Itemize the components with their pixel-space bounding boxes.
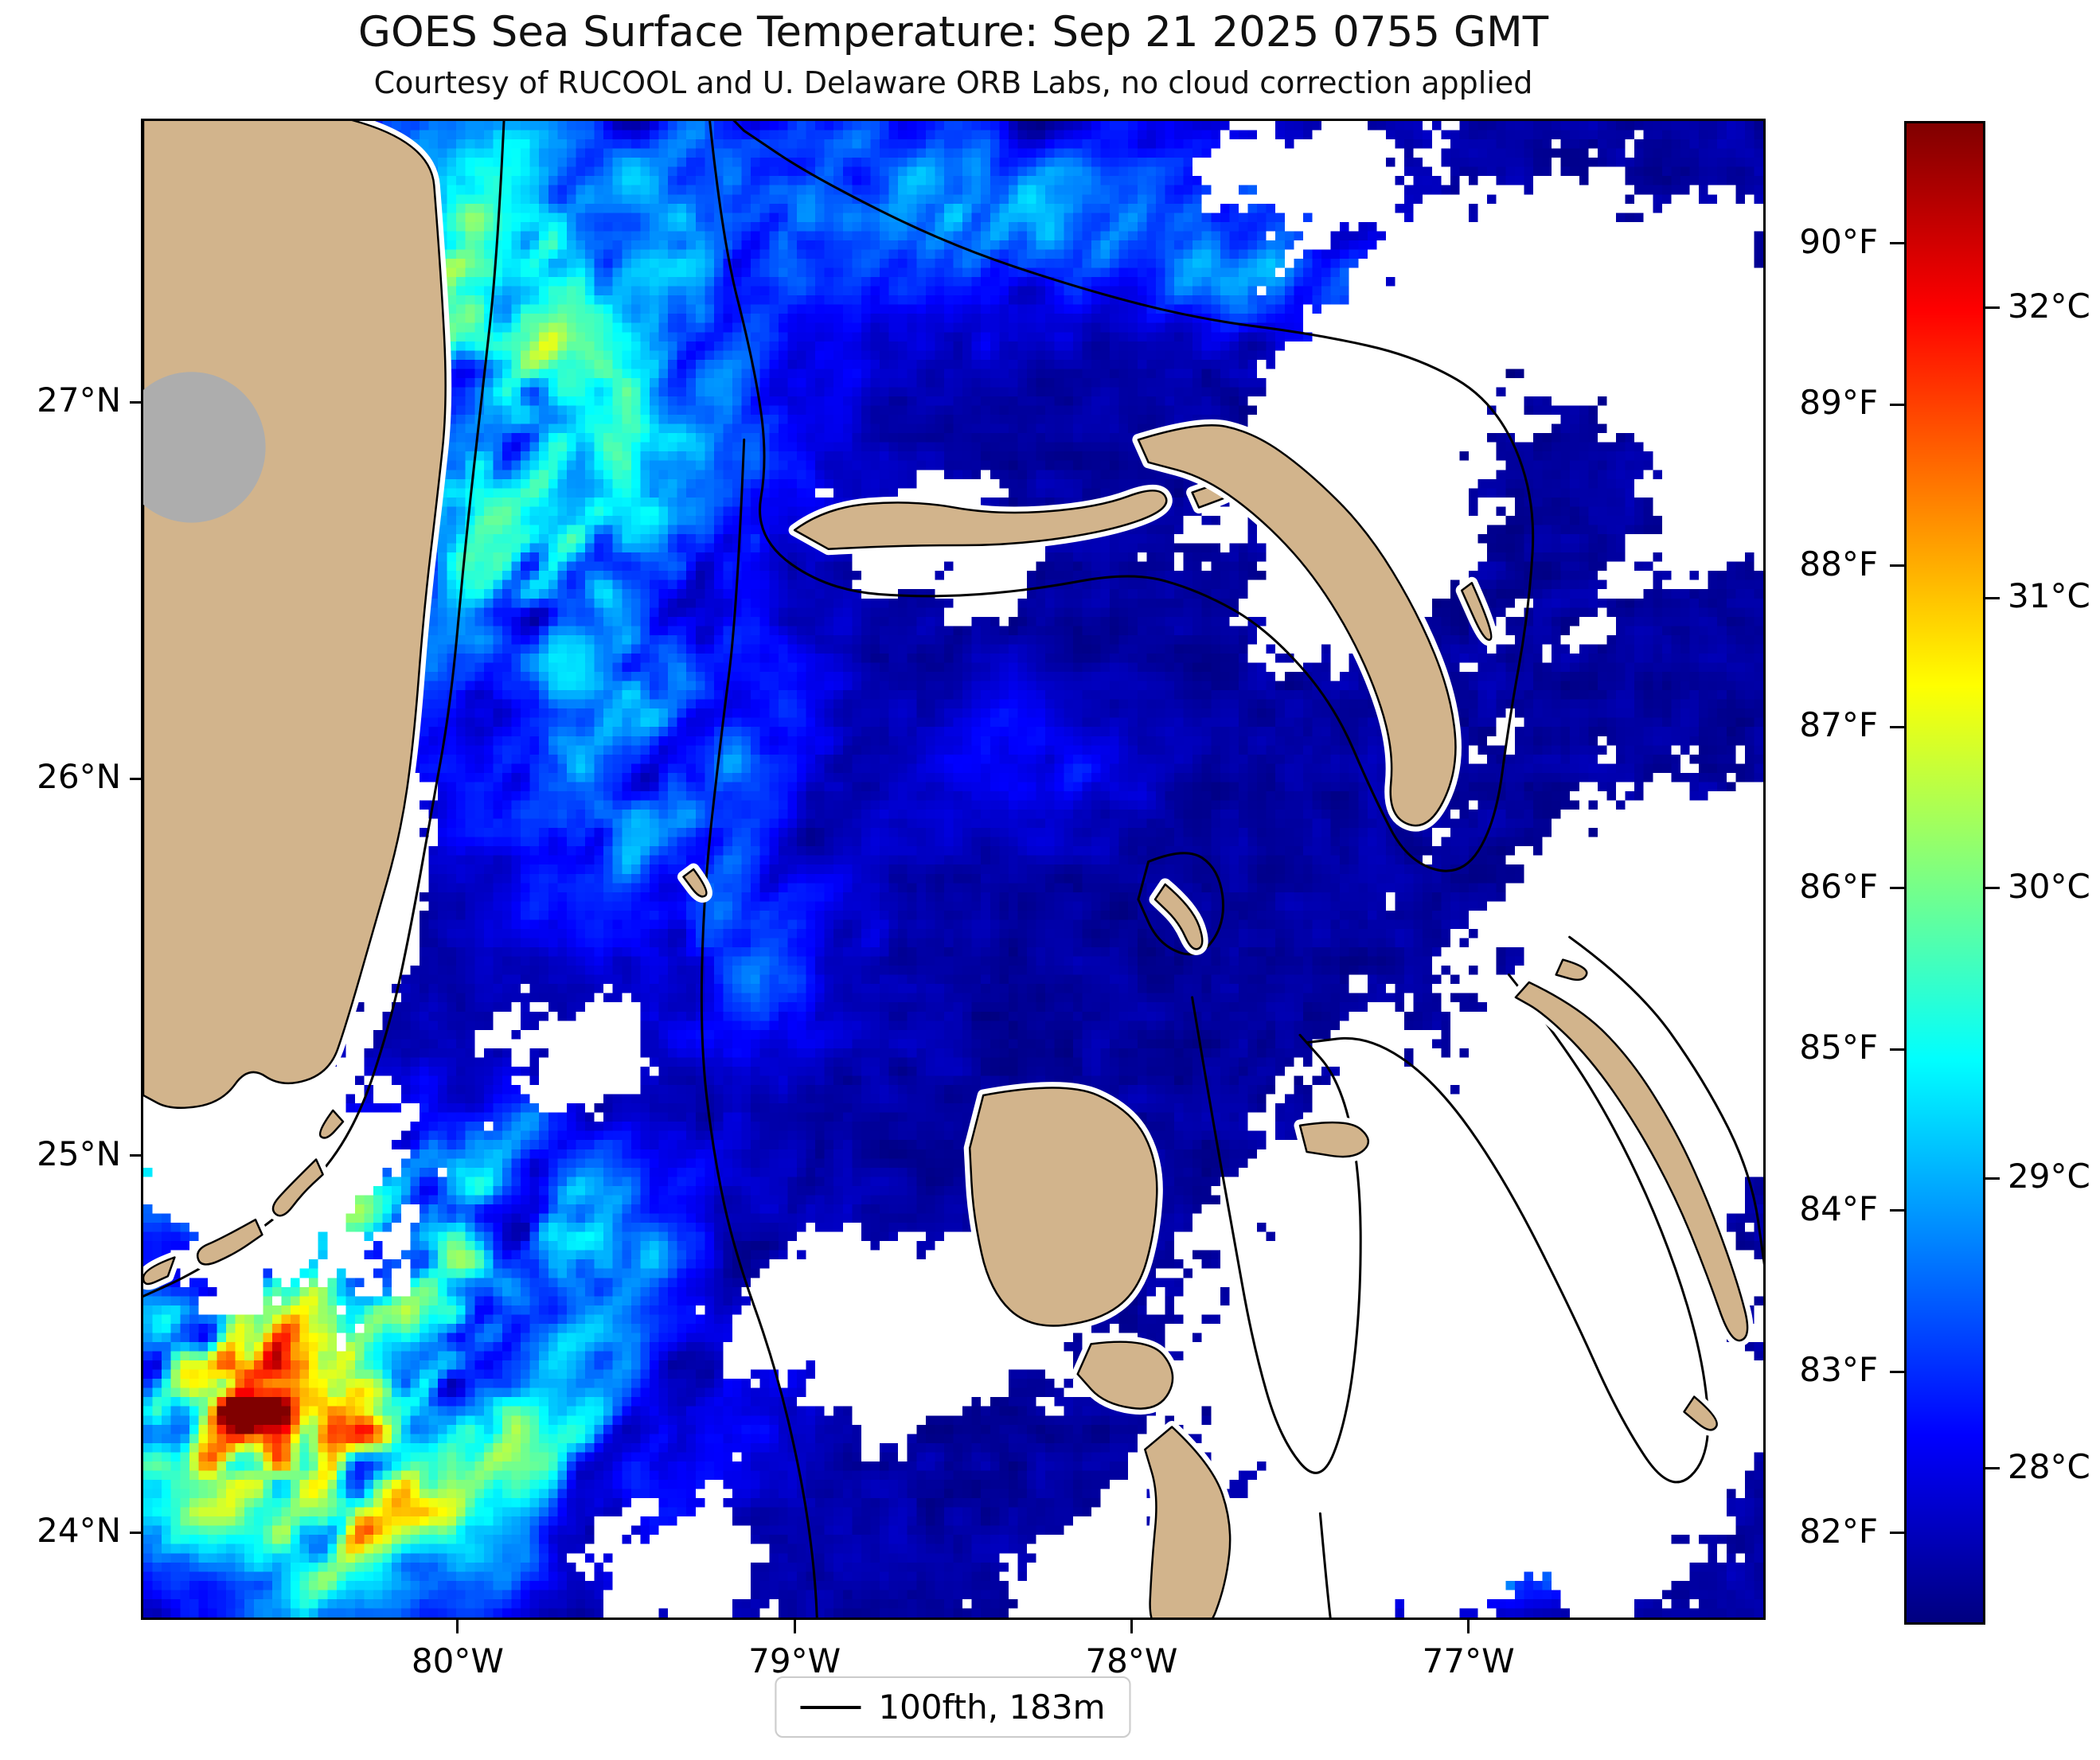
- land-grand-bahama: [793, 490, 1168, 550]
- contour-tongue-of-the-ocean: [1191, 996, 1362, 1474]
- colorbar-f-tick: [1890, 1048, 1904, 1051]
- colorbar-f-tick-label: 87°F: [1799, 705, 1878, 745]
- lon-tick-label: 78°W: [1085, 1641, 1178, 1680]
- colorbar-f-tick: [1890, 403, 1904, 406]
- colorbar-f-tick-label: 85°F: [1799, 1028, 1878, 1067]
- land-new-providence: [1298, 1121, 1370, 1158]
- land-florida-keys-4: [143, 1256, 176, 1286]
- land-berry-islands: [1153, 883, 1204, 950]
- colorbar-f-tick: [1890, 1370, 1904, 1373]
- lat-tick: [130, 1531, 143, 1534]
- lon-tick-label: 77°W: [1422, 1641, 1515, 1680]
- colorbar-f-tick: [1890, 242, 1904, 245]
- colorbar-c-tick-label: 29°C: [2008, 1157, 2090, 1196]
- colorbar-f-tick: [1890, 1209, 1904, 1212]
- land-florida-mainland: [143, 121, 447, 1109]
- lon-tick-label: 79°W: [748, 1641, 841, 1680]
- land-florida-keys-3: [196, 1218, 263, 1266]
- lon-tick-label: 80°W: [411, 1641, 504, 1680]
- land-florida-keys-2: [271, 1158, 324, 1217]
- contour-toto-south-exit: [1318, 1512, 1332, 1618]
- contour-exuma-sound: [1306, 974, 1710, 1484]
- land-abaco: [1137, 424, 1457, 827]
- legend-label: 100fth, 183m: [878, 1688, 1106, 1727]
- land-abaco-cays: [1460, 582, 1493, 642]
- legend: 100fth, 183m: [775, 1676, 1131, 1738]
- land-florida-keys-1: [318, 1109, 345, 1139]
- colorbar-f-tick-label: 83°F: [1799, 1350, 1878, 1390]
- colorbar-f-tick: [1890, 887, 1904, 890]
- figure-subtitle: Courtesy of RUCOOL and U. Delaware ORB L…: [373, 65, 1533, 100]
- land-little-san-salvador: [1683, 1395, 1718, 1431]
- colorbar-c-tick-label: 32°C: [2008, 286, 2090, 326]
- lat-tick: [130, 1154, 143, 1157]
- contour-great-bahama-bank-west: [700, 438, 818, 1618]
- lat-tick-label: 26°N: [37, 757, 121, 797]
- colorbar-f-tick-label: 89°F: [1799, 383, 1878, 423]
- colorbar-f-tick-label: 88°F: [1799, 544, 1878, 583]
- lake-okeechobee: [143, 372, 266, 523]
- colorbar-f-tick-label: 82°F: [1799, 1511, 1878, 1551]
- contour-berry-bank: [1137, 852, 1224, 956]
- contour-little-bahama-bank: [708, 121, 1535, 872]
- map-plot: [143, 121, 1763, 1618]
- lon-tick: [1130, 1620, 1133, 1633]
- colorbar: [1904, 121, 1985, 1625]
- lat-tick: [130, 400, 143, 404]
- lat-tick-label: 24°N: [37, 1511, 121, 1551]
- map-overlay: [143, 121, 1763, 1618]
- colorbar-f-tick: [1890, 1532, 1904, 1535]
- colorbar-c-tick: [1985, 596, 2000, 599]
- land-bimini: [682, 868, 708, 898]
- colorbar-c-tick: [1985, 1177, 2000, 1180]
- lat-tick-label: 27°N: [37, 380, 121, 420]
- lon-tick: [456, 1620, 459, 1633]
- colorbar-c-tick: [1985, 306, 2000, 310]
- colorbar-f-tick: [1890, 725, 1904, 728]
- colorbar-c-tick-label: 28°C: [2008, 1446, 2090, 1486]
- lon-tick: [1467, 1620, 1470, 1633]
- land-harbour-island: [1555, 958, 1588, 981]
- colorbar-f-tick: [1890, 564, 1904, 568]
- lat-tick-label: 25°N: [37, 1134, 121, 1173]
- land-andros-south: [1144, 1426, 1232, 1618]
- lon-tick: [793, 1620, 796, 1633]
- colorbar-f-tick-label: 84°F: [1799, 1188, 1878, 1228]
- lat-tick: [130, 777, 143, 780]
- colorbar-f-tick-label: 90°F: [1799, 221, 1878, 261]
- land-andros-middle: [1076, 1340, 1174, 1410]
- contour-line-icon: [800, 1705, 861, 1709]
- colorbar-f-tick-label: 86°F: [1799, 866, 1878, 906]
- colorbar-c-tick: [1985, 1467, 2000, 1470]
- land-eleuthera: [1514, 981, 1749, 1342]
- land-andros-north: [968, 1087, 1158, 1327]
- colorbar-c-tick-label: 31°C: [2008, 576, 2090, 616]
- colorbar-c-tick-label: 30°C: [2008, 866, 2090, 906]
- contour-eleuthera-east: [1568, 935, 1763, 1266]
- figure-title: GOES Sea Surface Temperature: Sep 21 202…: [357, 8, 1549, 57]
- colorbar-c-tick: [1985, 887, 2000, 890]
